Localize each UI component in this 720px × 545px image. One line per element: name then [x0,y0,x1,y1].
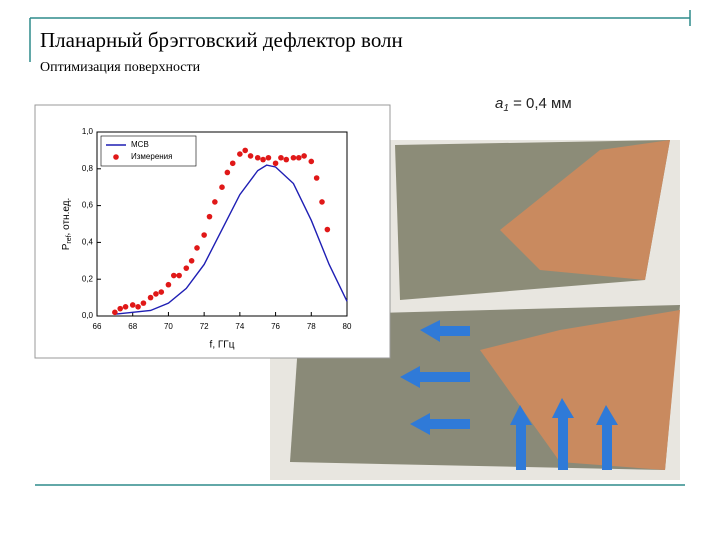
label-part: 1 [503,103,509,114]
data-point [290,154,297,161]
y-tick-label: 0,8 [82,164,94,173]
x-tick-label: 70 [164,322,173,331]
data-point [283,156,290,163]
slide-subtitle: Оптимизация поверхности [40,60,201,75]
y-tick-label: 0,0 [82,311,94,320]
data-point [170,272,177,279]
data-point [140,300,147,306]
legend-label: МСВ [131,140,149,149]
data-point [176,272,182,279]
data-point [122,304,129,310]
data-point [112,309,118,316]
x-axis-label: f, ГГц [210,340,235,351]
y-tick-label: 1,0 [82,127,94,136]
legend-swatch [113,154,119,160]
data-point [188,258,195,264]
x-tick-label: 74 [235,322,244,331]
data-point [165,281,172,288]
x-tick-label: 68 [128,322,137,331]
data-point [212,199,218,205]
data-point [135,304,141,310]
data-point [265,154,272,161]
data-point [229,160,236,167]
x-tick-label: 66 [93,322,102,331]
data-point [242,147,249,154]
x-tick-label: 76 [271,322,280,331]
data-point [183,265,190,271]
data-point [117,305,124,312]
y-label-part: ref [66,235,73,243]
data-point [153,291,159,297]
y-axis-label: Pref, отн.ед. [61,198,73,251]
y-tick-label: 0,4 [82,238,94,247]
label-part: a [495,95,503,112]
label-part: = 0,4 мм [509,95,572,112]
data-point [237,151,243,157]
data-point [247,153,254,159]
grating [500,140,670,280]
x-tick-label: 72 [200,322,209,331]
data-point [319,199,325,205]
data-point [194,245,200,251]
data-point [254,154,261,161]
plot-area [96,131,348,317]
legend-label: Измерения [131,152,172,161]
slide-title: Планарный брэгговский дефлектор волн [40,28,403,52]
data-point [301,153,307,159]
data-point [295,154,302,161]
data-point [129,302,136,308]
data-point [224,169,231,176]
data-point [147,294,154,301]
data-point [206,213,213,220]
grating [480,310,680,470]
y-tick-label: 0,6 [82,201,94,210]
data-point [324,226,331,233]
x-tick-label: 80 [343,322,352,331]
data-point [272,160,279,167]
data-point [308,158,315,165]
y-tick-label: 0,2 [82,274,94,283]
data-point [313,175,320,181]
data-point [219,184,225,190]
data-point [158,289,165,295]
y-label-part: , отн.ед. [61,198,72,236]
line-series [114,164,348,315]
x-tick-label: 78 [307,322,316,331]
arrows [400,320,618,470]
data-point [278,154,284,161]
data-point [260,156,266,163]
y-label-part: P [61,243,72,250]
photo-label: a1 = 0,4 мм [495,95,572,114]
data-point [201,232,207,238]
legend-box [100,135,197,167]
